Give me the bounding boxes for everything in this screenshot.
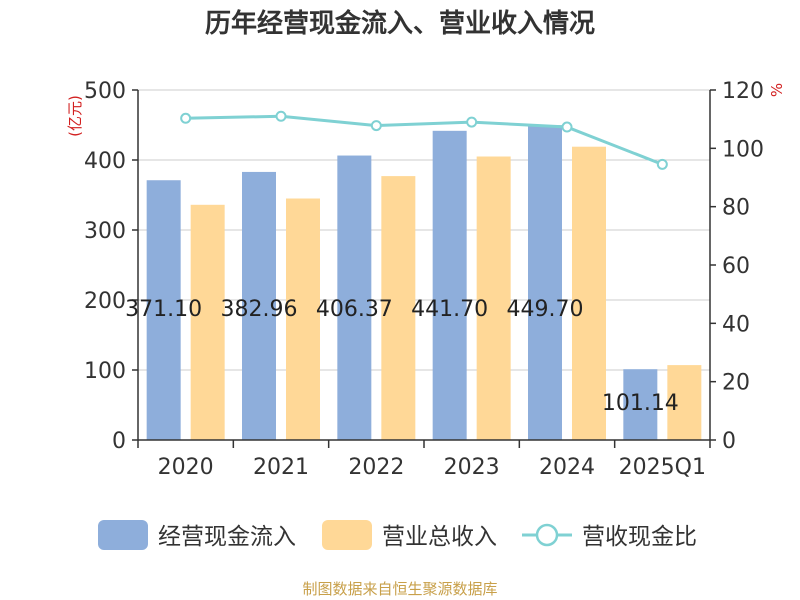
legend: 经营现金流入 营业总收入 营收现金比 xyxy=(98,520,697,550)
right-tick-label-0: 0 xyxy=(722,429,736,454)
left-tick-label-4: 400 xyxy=(84,149,126,174)
ratio-point-2024 xyxy=(561,121,573,133)
right-axis-unit: % xyxy=(768,83,786,97)
data-label-cash-inflow-2024: 449.70 xyxy=(507,297,584,322)
x-tick-label-2020: 2020 xyxy=(158,455,214,480)
bar-revenue-2020 xyxy=(190,204,225,440)
left-tick-label-2: 200 xyxy=(84,289,126,314)
left-tick-label-1: 100 xyxy=(84,359,126,384)
legend-swatch-revenue xyxy=(322,520,372,550)
right-tick-label-3: 60 xyxy=(722,254,750,279)
x-tick-label-2025Q1: 2025Q1 xyxy=(619,455,706,480)
left-tick-label-0: 0 xyxy=(112,429,126,454)
data-source: 制图数据来自恒生聚源数据库 xyxy=(302,580,497,598)
data-label-cash-inflow-2022: 406.37 xyxy=(316,297,393,322)
axes: 0 100 200 300 400 500 0 20 40 60 80 100 120 2020 2021 2… xyxy=(84,79,764,480)
data-label-cash-inflow-2020: 371.10 xyxy=(125,297,202,322)
bar-revenue-2021 xyxy=(286,198,320,440)
bar-cash-inflow-2025Q1 xyxy=(623,369,658,440)
left-tick-label-5: 500 xyxy=(84,79,126,104)
data-label-cash-inflow-2025Q1: 101.14 xyxy=(602,391,679,416)
ratio-point-2025Q1 xyxy=(656,158,668,170)
legend-label-revenue: 营业总收入 xyxy=(382,524,497,550)
legend-label-ratio: 营收现金比 xyxy=(582,524,697,550)
right-tick-label-5: 100 xyxy=(722,137,764,162)
bar-cash-inflow-2022 xyxy=(337,155,372,440)
bar-cash-inflow-2020 xyxy=(146,180,181,441)
right-tick-label-1: 20 xyxy=(722,371,750,396)
bar-cash-inflow-2023 xyxy=(432,130,467,440)
legend-label-cash-inflow: 经营现金流入 xyxy=(158,524,296,550)
ratio-point-2023 xyxy=(466,116,478,128)
x-tick-label-2021: 2021 xyxy=(253,455,309,480)
bar-cash-inflow-2021 xyxy=(242,171,276,441)
bars xyxy=(146,125,702,441)
bar-revenue-2024 xyxy=(572,146,606,440)
data-label-cash-inflow-2021: 382.96 xyxy=(221,297,298,322)
left-tick-label-3: 300 xyxy=(84,219,126,244)
right-tick-label-2: 40 xyxy=(722,312,750,337)
bar-revenue-2023 xyxy=(476,156,511,440)
data-labels: 371.10 382.96 406.37 441.70 449.70 101.14 xyxy=(125,297,679,416)
legend-swatch-cash-inflow xyxy=(98,520,148,550)
bar-revenue-2025Q1 xyxy=(667,365,702,440)
x-tick-label-2023: 2023 xyxy=(444,455,500,480)
chart-title: 历年经营现金流入、营业收入情况 xyxy=(205,8,595,39)
left-axis-unit: (亿元) xyxy=(66,95,84,137)
bar-revenue-2022 xyxy=(381,176,416,440)
legend-marker-ratio xyxy=(535,523,559,547)
bar-cash-inflow-2024 xyxy=(528,125,562,441)
right-tick-label-4: 80 xyxy=(722,196,750,221)
right-tick-label-6: 120 xyxy=(722,79,764,104)
ratio-point-2020 xyxy=(180,112,192,124)
ratio-point-2022 xyxy=(370,120,382,132)
x-tick-label-2024: 2024 xyxy=(539,455,595,480)
data-label-cash-inflow-2023: 441.70 xyxy=(411,297,488,322)
ratio-line xyxy=(185,114,663,166)
ratio-point-2021 xyxy=(275,110,287,122)
ratio-line-series xyxy=(180,110,668,170)
x-tick-label-2022: 2022 xyxy=(348,455,404,480)
